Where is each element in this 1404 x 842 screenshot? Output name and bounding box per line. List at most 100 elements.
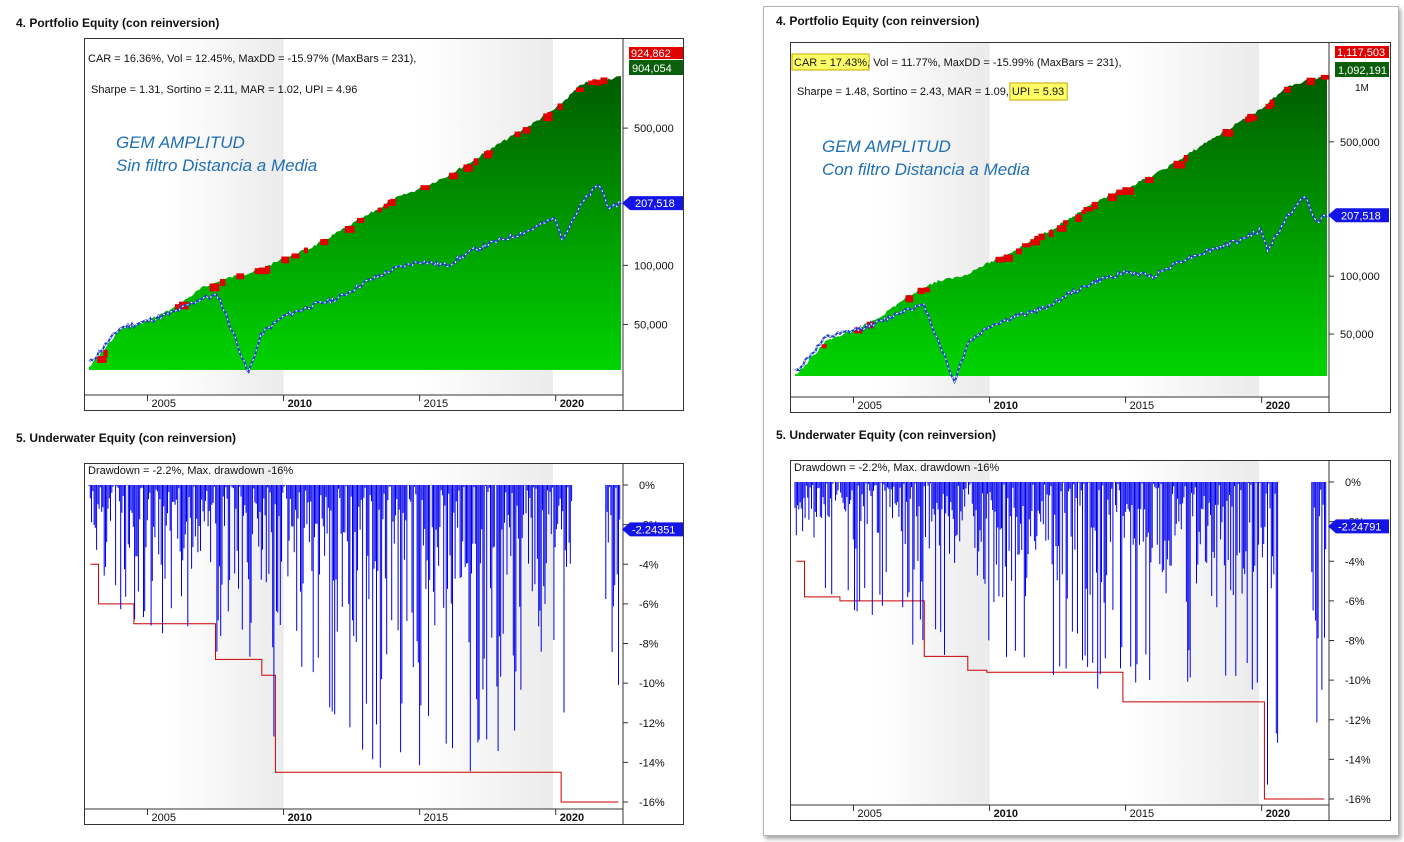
drawdown-mark bbox=[1030, 239, 1040, 246]
y-tick-label: -6% bbox=[1345, 596, 1365, 608]
benchmark-value: 207,518 bbox=[635, 198, 675, 210]
drawdown-mark bbox=[209, 283, 219, 289]
y-tick-label: -16% bbox=[639, 797, 665, 809]
drawdown-mark bbox=[254, 268, 259, 274]
y-tick-label: -10% bbox=[639, 678, 665, 690]
drawdown-mark bbox=[357, 217, 365, 224]
drawdown-mark bbox=[1063, 220, 1069, 225]
drawdown-mark bbox=[1122, 187, 1132, 193]
y-tick-label: -14% bbox=[1345, 754, 1371, 766]
drawdown-mark bbox=[1265, 103, 1273, 110]
drawdown-mark bbox=[1034, 235, 1043, 241]
drawdown-mark bbox=[1306, 77, 1315, 86]
y-tick-label-1m: 1M bbox=[1355, 83, 1369, 94]
drawdown-mark bbox=[1175, 161, 1186, 169]
underwater-spikes bbox=[794, 482, 1327, 785]
drawdown-mark bbox=[97, 356, 107, 363]
y-tick-label: -8% bbox=[639, 639, 659, 651]
x-tick-label: 2010 bbox=[994, 400, 1018, 412]
x-tick-label: 2005 bbox=[152, 812, 176, 824]
y-tick-label: 50,000 bbox=[1340, 329, 1374, 341]
underwater-spikes bbox=[88, 485, 621, 772]
y-tick-label: -4% bbox=[639, 559, 659, 571]
y-tick-label: -14% bbox=[639, 757, 665, 769]
stats-line-1: CAR = 16.36%, Vol = 12.45%, MaxDD = -15.… bbox=[88, 53, 416, 65]
drawdown-mark bbox=[174, 304, 180, 311]
equity-heading: 4. Portfolio Equity (con reinversion) bbox=[16, 16, 220, 30]
underwater-heading: 5. Underwater Equity (con reinversion) bbox=[16, 431, 237, 445]
drawdown-mark bbox=[449, 172, 457, 179]
y-tick-label: -12% bbox=[639, 718, 665, 730]
stats-line-2: Sharpe = 1.31, Sortino = 2.11, MAR = 1.0… bbox=[91, 84, 357, 96]
drawdown-mark bbox=[575, 87, 585, 93]
stats-line-1-part: , Vol = 11.77%, MaxDD = -15.99% (MaxBars… bbox=[867, 57, 1121, 69]
drawdown-mark bbox=[905, 295, 914, 303]
drawdown-mark bbox=[1075, 214, 1082, 220]
drawdown-mark bbox=[103, 349, 108, 358]
drawdown-mark bbox=[1269, 99, 1275, 108]
x-tick-label: 2020 bbox=[560, 398, 584, 410]
drawdown-mark bbox=[1015, 248, 1023, 255]
stats-line-2-part: Sharpe = 1.48, Sortino = 2.43, MAR = 1.0… bbox=[797, 86, 1009, 98]
drawdown-mark bbox=[219, 279, 226, 287]
drawdown-mark bbox=[389, 198, 396, 206]
drawdown-mark bbox=[420, 185, 430, 191]
underwater-value: -2.24791 bbox=[1338, 521, 1381, 533]
drawdown-mark bbox=[917, 287, 925, 295]
x-tick-label: 2015 bbox=[424, 398, 448, 410]
drawdown-mark bbox=[1224, 129, 1234, 137]
left-panel: 4. Portfolio Equity (con reinversion) 50… bbox=[16, 16, 684, 825]
drawdown-mark bbox=[1091, 201, 1099, 210]
drawdown-mark bbox=[522, 127, 531, 134]
overlay-title: GEM AMPLITUD bbox=[822, 137, 951, 156]
y-tick-label: -10% bbox=[1345, 675, 1371, 687]
stats-line-2-part: UPI = 5.93 bbox=[1012, 86, 1064, 98]
drawdown-mark bbox=[1320, 74, 1330, 80]
y-tick-label: 0% bbox=[1345, 477, 1361, 489]
drawdown-mark bbox=[483, 151, 493, 159]
benchmark-value-tag bbox=[622, 196, 683, 211]
drawdown-mark bbox=[291, 253, 300, 259]
benchmark-value: 207,518 bbox=[1341, 210, 1381, 222]
x-tick-label: 2015 bbox=[424, 812, 448, 824]
overlay-subtitle: Con filtro Distancia a Media bbox=[822, 160, 1030, 179]
x-tick-label: 2020 bbox=[560, 812, 584, 824]
drawdown-mark bbox=[923, 287, 931, 293]
equity-area bbox=[89, 76, 621, 370]
max-drawdown-line bbox=[796, 560, 1325, 800]
drawdown-mark bbox=[303, 247, 309, 254]
y-tick-label: 0% bbox=[639, 480, 655, 492]
top-value-red: 924,862 bbox=[631, 48, 671, 60]
equity-heading: 4. Portfolio Equity (con reinversion) bbox=[776, 14, 980, 28]
drawdown-caption: Drawdown = -2.2%, Max. drawdown -16% bbox=[794, 462, 999, 474]
x-tick-label: 2015 bbox=[1130, 400, 1154, 412]
drawdown-mark bbox=[592, 79, 597, 85]
underwater-value-tag bbox=[622, 522, 683, 537]
x-tick-label: 2005 bbox=[858, 400, 882, 412]
x-tick-label: 2020 bbox=[1266, 400, 1290, 412]
drawdown-mark bbox=[377, 207, 382, 213]
drawdown-mark bbox=[1048, 230, 1054, 238]
drawdown-mark bbox=[473, 158, 479, 166]
top-value-green: 904,054 bbox=[632, 63, 672, 75]
drawdown-mark bbox=[1056, 225, 1067, 232]
y-tick-label: -8% bbox=[1345, 636, 1365, 648]
top-value-green: 1,092,191 bbox=[1338, 65, 1387, 77]
y-tick-label: -4% bbox=[1345, 556, 1365, 568]
top-value-red: 1,117,503 bbox=[1337, 47, 1385, 59]
y-tick-label: 500,000 bbox=[1340, 137, 1380, 149]
drawdown-mark bbox=[1022, 243, 1031, 248]
drawdown-mark bbox=[281, 256, 290, 264]
x-tick-label: 2010 bbox=[994, 808, 1018, 820]
overlay-title: GEM AMPLITUD bbox=[116, 133, 245, 152]
drawdown-mark bbox=[383, 203, 389, 209]
drawdown-mark bbox=[236, 273, 245, 280]
drawdown-caption: Drawdown = -2.2%, Max. drawdown -16% bbox=[88, 465, 293, 477]
drawdown-mark bbox=[1284, 86, 1291, 93]
drawdown-mark bbox=[1081, 209, 1087, 215]
stats-highlight bbox=[1009, 82, 1068, 101]
y-tick-label: -12% bbox=[1345, 715, 1371, 727]
drawdown-mark bbox=[995, 256, 1005, 263]
right-panel: 4. Portfolio Equity (con reinversion) 50… bbox=[763, 6, 1399, 836]
drawdown-mark bbox=[1083, 207, 1093, 212]
